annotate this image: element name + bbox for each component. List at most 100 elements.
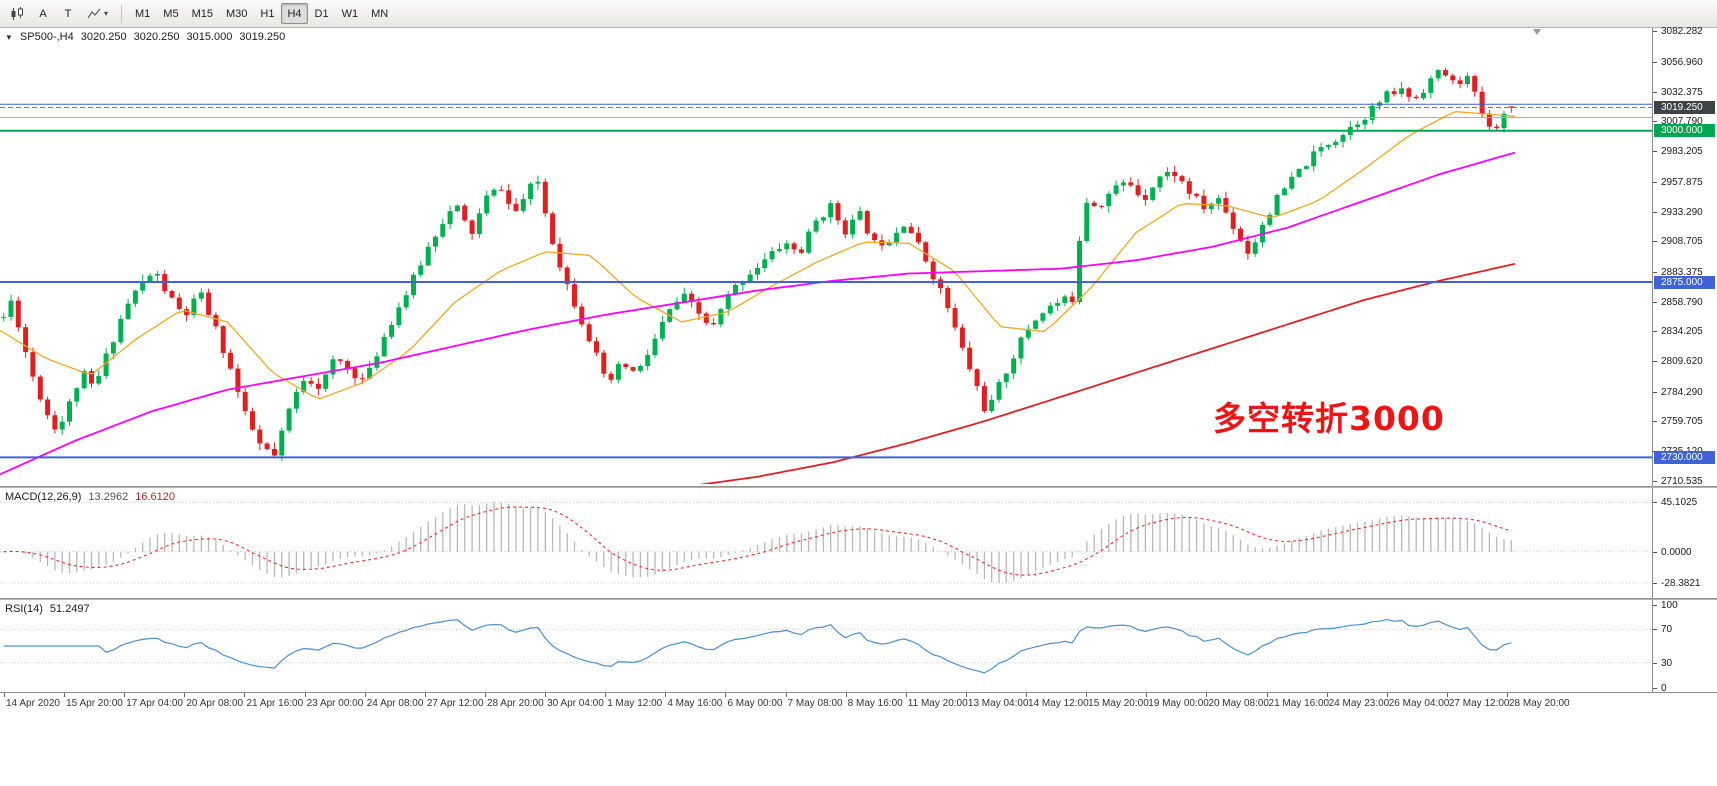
- timeframe-d1-button[interactable]: D1: [309, 3, 335, 24]
- price-tick-label: 3032.375: [1653, 87, 1717, 98]
- rsi-header: RSI(14) 51.2497: [5, 603, 90, 615]
- macd-signal-line: [3, 506, 1512, 576]
- time-label: 20 Apr 08:00: [186, 698, 244, 709]
- time-tick: [785, 693, 787, 697]
- timeframe-m30-button[interactable]: M30: [220, 3, 253, 24]
- macd-panel: MACD(12,26,9) 13.2962 16.6120 45.1025 0.0…: [0, 488, 1717, 598]
- rsi-axis[interactable]: 100 70 30 0: [1652, 600, 1717, 694]
- price-tick-label: 3007.790: [1653, 116, 1717, 127]
- timeframe-m15-button[interactable]: M15: [186, 3, 219, 24]
- price-tick-label: 2908.705: [1653, 236, 1717, 247]
- time-label: 14 May 12:00: [1028, 698, 1089, 709]
- price-badge: 2730.000: [1654, 450, 1715, 464]
- price-tick-label: 2710.535: [1653, 476, 1717, 487]
- ohlc-close: 3019.250: [239, 31, 286, 43]
- timeframe-m1-button[interactable]: M1: [129, 3, 156, 24]
- time-label: 6 May 00:00: [727, 698, 783, 709]
- macd-tick-label: 45.1025: [1653, 497, 1717, 508]
- time-label: 4 May 16:00: [667, 698, 723, 709]
- time-tick: [1507, 693, 1508, 697]
- price-tick-label: 2759.705: [1653, 416, 1717, 427]
- time-tick: [1026, 693, 1028, 697]
- price-panel: ▼ SP500-,H4 3020.250 3020.250 3015.000 3…: [0, 26, 1717, 487]
- time-label: 7 May 08:00: [787, 698, 843, 709]
- indicator-line-icon: [87, 8, 101, 18]
- time-label: 24 May 23:00: [1328, 698, 1390, 709]
- macd-signal-value: 16.6120: [135, 491, 175, 503]
- chart-shift-marker[interactable]: [1533, 29, 1541, 35]
- price-badge: 2875.000: [1654, 275, 1715, 289]
- time-label: 27 May 12:00: [1448, 698, 1510, 709]
- timeframe-mn-button[interactable]: MN: [365, 3, 394, 24]
- rsi-tick-label: 100: [1653, 600, 1717, 611]
- chart-ohlc-header: ▼ SP500-,H4 3020.250 3020.250 3015.000 3…: [5, 31, 285, 43]
- time-tick: [64, 693, 66, 697]
- price-tick-label: 2809.620: [1653, 356, 1717, 367]
- time-label: 21 May 16:00: [1268, 698, 1330, 709]
- ma-fast-orange: [0, 110, 1516, 400]
- toolbar: A T ▾ M1 M5 M15 M30 H1 H4 D1 W1 MN: [0, 0, 1717, 28]
- panel-splitter[interactable]: [0, 598, 1717, 600]
- time-tick: [424, 693, 426, 697]
- macd-header: MACD(12,26,9) 13.2962 16.6120: [5, 491, 175, 503]
- macd-chart-canvas[interactable]: [0, 488, 1652, 598]
- time-tick: [1146, 693, 1148, 697]
- price-tick-label: 2957.875: [1653, 177, 1717, 188]
- text-tool-button[interactable]: T: [56, 3, 80, 24]
- rsi-panel: RSI(14) 51.2497 100 70 30 0: [0, 600, 1717, 694]
- macd-main-value: 13.2962: [88, 491, 129, 503]
- timeframe-h4-button[interactable]: H4: [281, 3, 308, 24]
- price-badge: 3000.000: [1654, 124, 1715, 138]
- time-tick: [965, 693, 967, 697]
- timeframe-w1-button[interactable]: W1: [336, 3, 365, 24]
- rsi-chart-canvas[interactable]: [0, 600, 1652, 692]
- time-label: 14 Apr 2020: [6, 698, 60, 709]
- time-label: 20 May 08:00: [1208, 698, 1269, 709]
- time-label: 13 May 04:00: [967, 698, 1029, 709]
- time-tick: [845, 693, 847, 697]
- chart-type-button[interactable]: [4, 3, 30, 24]
- time-tick: [364, 693, 366, 697]
- time-label: 27 Apr 12:00: [426, 698, 484, 709]
- time-label: 11 May 20:00: [907, 698, 968, 709]
- rsi-line: [3, 618, 1512, 674]
- time-tick: [184, 693, 186, 697]
- time-tick: [1386, 693, 1388, 697]
- time-label: 1 May 12:00: [607, 698, 663, 709]
- price-tick-label: 2834.205: [1653, 326, 1717, 337]
- time-tick: [665, 693, 667, 697]
- time-label: 28 May 20:00: [1509, 698, 1570, 709]
- indicators-dropdown-button[interactable]: ▾: [81, 3, 114, 24]
- time-label: 15 Apr 20:00: [66, 698, 123, 709]
- time-label: 19 May 00:00: [1148, 698, 1209, 709]
- panel-splitter[interactable]: [0, 486, 1717, 488]
- price-chart-canvas[interactable]: [0, 28, 1652, 484]
- time-label: 23 Apr 00:00: [306, 698, 364, 709]
- ma-slow-red: [699, 263, 1516, 484]
- time-label: 8 May 16:00: [847, 698, 903, 709]
- time-tick: [1326, 693, 1328, 697]
- macd-tick-label: 0.0000: [1653, 547, 1717, 558]
- macd-axis[interactable]: 45.1025 0.0000 -28.3821: [1652, 488, 1717, 598]
- time-label: 15 May 20:00: [1088, 698, 1149, 709]
- time-axis[interactable]: 14 Apr 2020 15 Apr 20:00 17 Apr 04:00 20 Ap…: [0, 692, 1717, 714]
- time-label: 30 Apr 04:00: [547, 698, 604, 709]
- macd-histogram: [10, 502, 1512, 583]
- time-tick: [1086, 693, 1088, 697]
- bottom-filler: [0, 714, 1717, 786]
- price-tick-label: 2784.290: [1653, 387, 1717, 398]
- timeframe-m5-button[interactable]: M5: [157, 3, 184, 24]
- time-tick: [545, 693, 547, 697]
- candlestick-chart-icon: [11, 6, 23, 20]
- time-label: 24 Apr 08:00: [366, 698, 424, 709]
- ohlc-high: 3020.250: [133, 31, 180, 43]
- cursor-text-button[interactable]: A: [31, 3, 55, 24]
- price-tick-label: 2983.205: [1653, 146, 1717, 157]
- time-tick: [484, 693, 486, 697]
- symbol-collapse-icon[interactable]: ▼: [5, 32, 13, 42]
- time-tick: [905, 693, 907, 697]
- price-axis[interactable]: 3082.282 3056.960 3032.375 3007.790 2983.205…: [1652, 26, 1717, 487]
- timeframe-h1-button[interactable]: H1: [254, 3, 280, 24]
- macd-label: MACD(12,26,9): [5, 491, 82, 503]
